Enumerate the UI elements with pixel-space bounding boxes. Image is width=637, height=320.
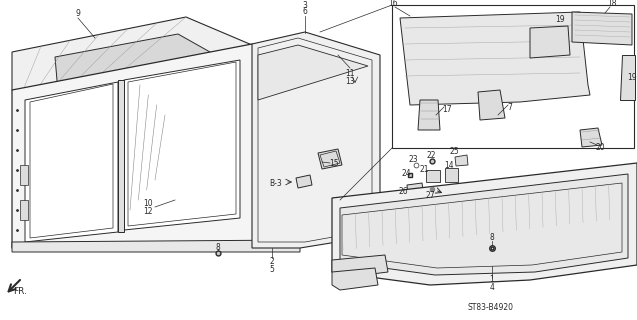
Text: 4: 4 xyxy=(490,284,494,292)
Text: 13: 13 xyxy=(345,76,355,85)
Text: 19: 19 xyxy=(555,14,565,23)
Polygon shape xyxy=(426,170,440,182)
Polygon shape xyxy=(332,268,378,290)
Polygon shape xyxy=(12,240,300,252)
Polygon shape xyxy=(400,12,590,105)
Text: 21: 21 xyxy=(419,164,429,173)
Polygon shape xyxy=(252,32,380,248)
Text: 20: 20 xyxy=(595,142,605,151)
Polygon shape xyxy=(445,168,458,182)
Text: FR.: FR. xyxy=(13,286,27,295)
Text: 7: 7 xyxy=(508,102,512,111)
Polygon shape xyxy=(296,175,312,188)
Text: 19: 19 xyxy=(627,74,637,83)
Text: 15: 15 xyxy=(329,158,339,167)
Text: ST83-B4920: ST83-B4920 xyxy=(467,302,513,311)
Polygon shape xyxy=(455,155,468,166)
Text: 23: 23 xyxy=(408,156,418,164)
Text: 18: 18 xyxy=(607,0,617,9)
Polygon shape xyxy=(580,128,602,147)
Polygon shape xyxy=(318,149,342,169)
Text: 16: 16 xyxy=(388,0,398,9)
Text: 27: 27 xyxy=(425,191,435,201)
Polygon shape xyxy=(332,163,637,285)
Text: 3: 3 xyxy=(303,1,308,10)
Text: 8: 8 xyxy=(216,243,220,252)
Polygon shape xyxy=(572,12,632,45)
Text: 11: 11 xyxy=(345,68,355,77)
Polygon shape xyxy=(332,255,388,278)
Text: 6: 6 xyxy=(303,7,308,17)
Polygon shape xyxy=(407,183,424,197)
Text: 17: 17 xyxy=(442,106,452,115)
Text: 14: 14 xyxy=(444,161,454,170)
Text: 26: 26 xyxy=(398,188,408,196)
Polygon shape xyxy=(118,80,124,232)
Text: 22: 22 xyxy=(426,150,436,159)
Text: 24: 24 xyxy=(401,169,411,178)
Polygon shape xyxy=(530,26,570,58)
Polygon shape xyxy=(340,174,628,275)
Text: 25: 25 xyxy=(449,148,459,156)
Text: 5: 5 xyxy=(269,266,275,275)
Polygon shape xyxy=(258,45,368,100)
Text: 9: 9 xyxy=(76,9,80,18)
Text: 8: 8 xyxy=(490,234,494,243)
Polygon shape xyxy=(418,100,440,130)
Polygon shape xyxy=(12,44,300,248)
Polygon shape xyxy=(20,200,28,220)
Text: 10: 10 xyxy=(143,198,153,207)
Polygon shape xyxy=(55,34,210,92)
Polygon shape xyxy=(25,82,118,242)
Polygon shape xyxy=(20,165,28,185)
Text: 1: 1 xyxy=(490,276,494,284)
Polygon shape xyxy=(620,55,635,100)
Polygon shape xyxy=(124,60,240,230)
Text: 2: 2 xyxy=(269,258,275,267)
Polygon shape xyxy=(12,17,252,118)
Text: 12: 12 xyxy=(143,206,153,215)
Text: B-3: B-3 xyxy=(269,180,282,188)
Polygon shape xyxy=(478,90,505,120)
Bar xyxy=(392,5,634,148)
